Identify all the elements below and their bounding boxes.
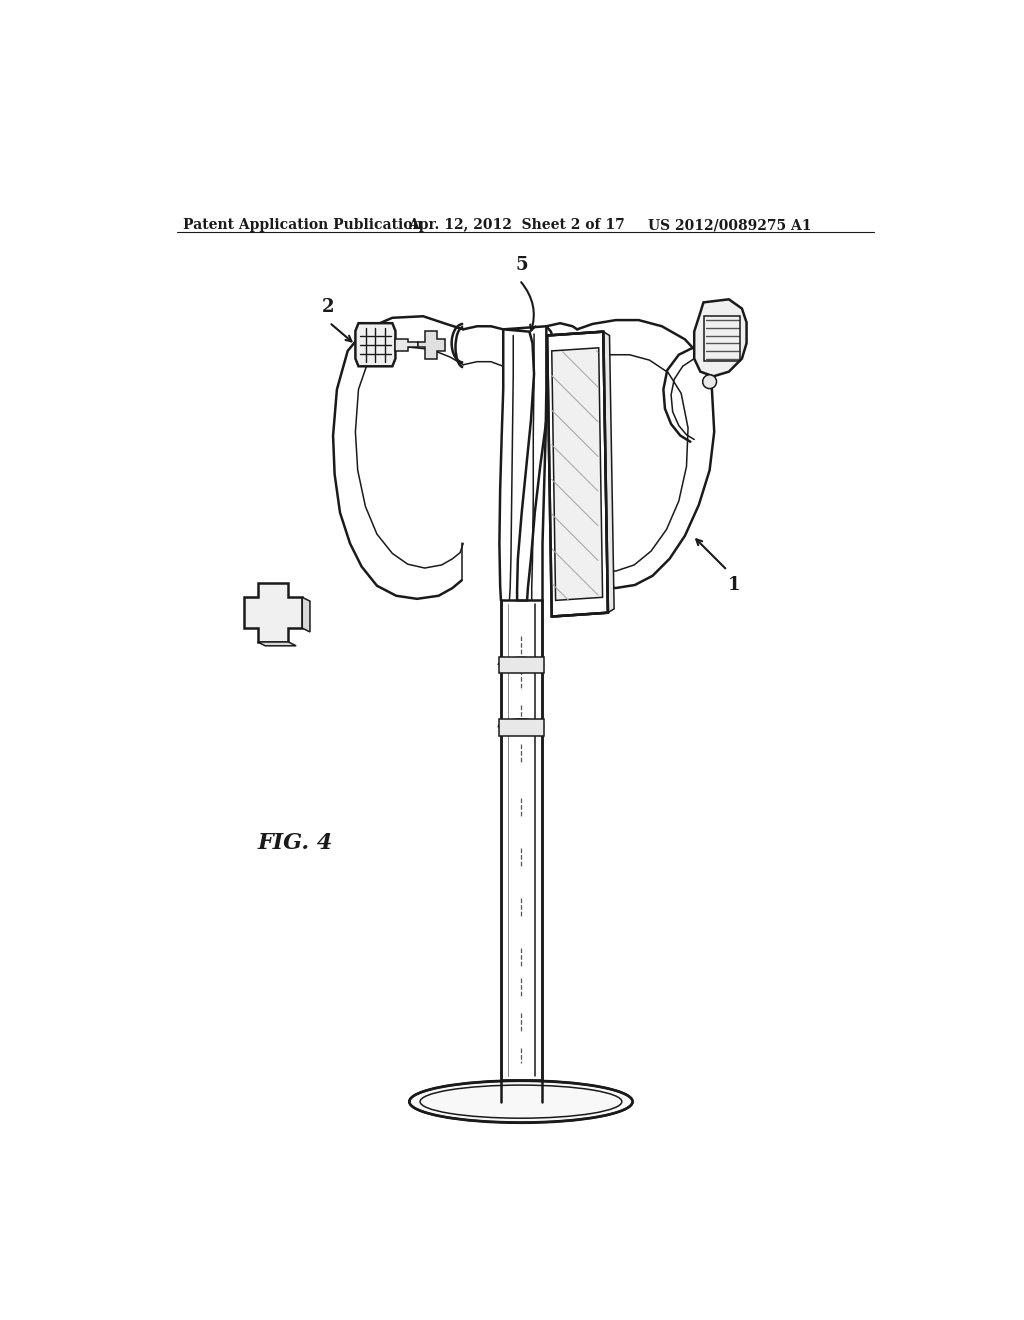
Polygon shape xyxy=(552,348,602,601)
Text: Patent Application Publication: Patent Application Publication xyxy=(183,218,423,232)
Polygon shape xyxy=(302,598,310,632)
Polygon shape xyxy=(418,331,444,359)
Text: 2: 2 xyxy=(322,298,334,317)
Polygon shape xyxy=(258,642,296,645)
Polygon shape xyxy=(395,339,418,351)
Polygon shape xyxy=(694,300,746,376)
Polygon shape xyxy=(244,583,302,642)
Text: Apr. 12, 2012  Sheet 2 of 17: Apr. 12, 2012 Sheet 2 of 17 xyxy=(408,218,625,232)
Text: US 2012/0089275 A1: US 2012/0089275 A1 xyxy=(648,218,811,232)
Polygon shape xyxy=(410,1081,633,1122)
Polygon shape xyxy=(355,323,395,367)
Polygon shape xyxy=(499,719,544,737)
Polygon shape xyxy=(499,657,544,673)
Text: 1: 1 xyxy=(727,576,739,594)
Polygon shape xyxy=(547,331,608,616)
Ellipse shape xyxy=(702,375,717,388)
Text: 5: 5 xyxy=(515,256,528,275)
Polygon shape xyxy=(501,601,542,1080)
Polygon shape xyxy=(503,326,554,601)
Polygon shape xyxy=(603,331,614,612)
Text: FIG. 4: FIG. 4 xyxy=(258,832,333,854)
